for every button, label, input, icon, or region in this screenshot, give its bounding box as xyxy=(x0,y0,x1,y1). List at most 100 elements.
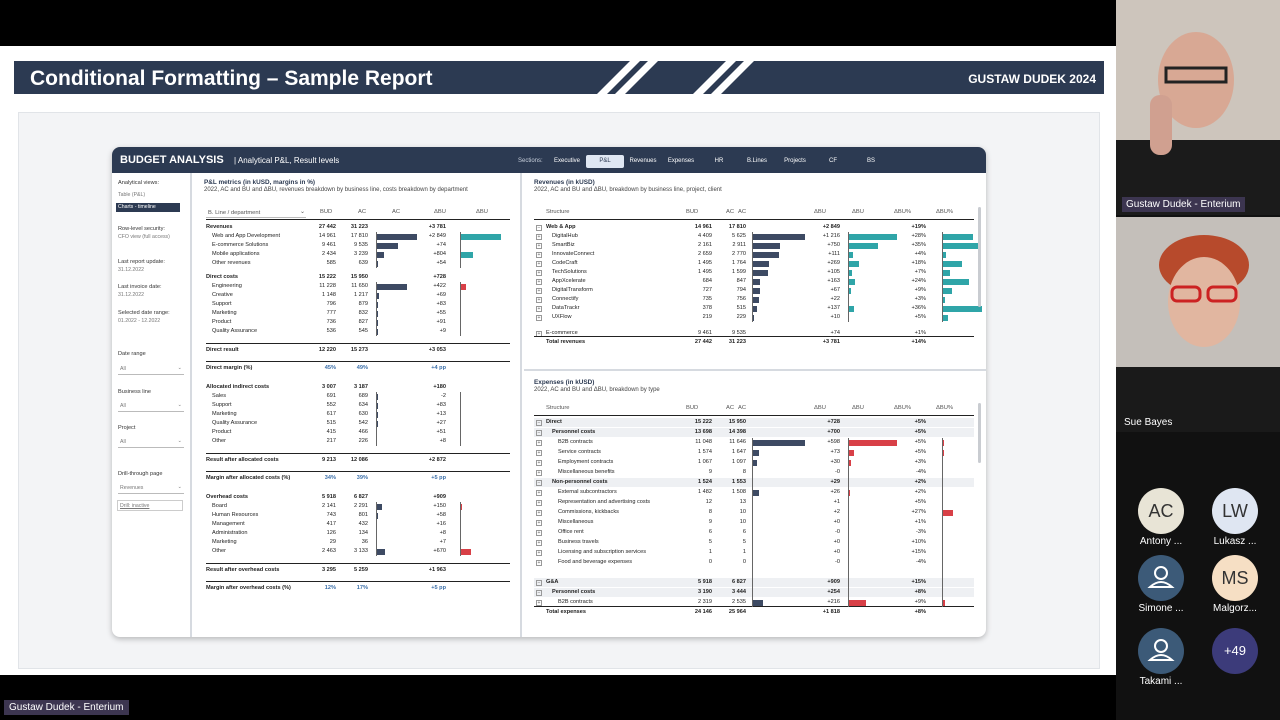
ac-value: 1 647 xyxy=(732,449,746,455)
bud-value: 12% xyxy=(324,585,336,591)
dbu-value: +4 pp xyxy=(431,365,446,371)
speaker-tag: Gustaw Dudek - Enterium xyxy=(4,700,129,715)
participant-avatar[interactable]: +49 xyxy=(1212,628,1258,674)
bud-value: 3 190 xyxy=(698,589,712,595)
ac-value: 3 187 xyxy=(354,384,368,390)
participant-avatar[interactable]: AC xyxy=(1138,488,1184,534)
expand-toggle-icon[interactable]: + xyxy=(536,233,542,240)
expand-toggle-icon[interactable]: + xyxy=(536,305,542,312)
tab-revenues[interactable]: Revenues xyxy=(629,158,657,164)
date-range-dropdown[interactable]: All xyxy=(118,365,184,375)
ac-bar xyxy=(376,319,379,326)
row-label: E-commerce xyxy=(546,330,578,336)
drill-through-dropdown[interactable]: Revenues xyxy=(118,484,184,494)
tab-cf[interactable]: CF xyxy=(829,158,837,164)
dbu-pct-bar xyxy=(942,599,945,606)
bline-dropdown[interactable]: B. Line / department xyxy=(208,210,261,216)
expand-toggle-icon[interactable]: + xyxy=(536,260,542,267)
revenues-scrollbar[interactable] xyxy=(978,207,981,307)
tab-expenses[interactable]: Expenses xyxy=(667,158,695,164)
tab-projects[interactable]: Projects xyxy=(784,158,806,164)
expand-toggle-icon[interactable]: − xyxy=(536,579,542,586)
expand-toggle-icon[interactable]: − xyxy=(536,479,542,486)
expand-toggle-icon[interactable]: + xyxy=(536,549,542,556)
expand-toggle-icon[interactable]: + xyxy=(536,278,542,285)
bud-value: 735 xyxy=(702,296,712,302)
expand-toggle-icon[interactable]: − xyxy=(536,589,542,596)
tab-bs[interactable]: BS xyxy=(866,158,875,164)
expand-toggle-icon[interactable]: + xyxy=(536,599,542,606)
expand-toggle-icon[interactable]: + xyxy=(536,529,542,536)
pnl-row: Direct costs 15 222 15 950 +728 xyxy=(206,273,516,282)
bud-value: 9 xyxy=(708,519,712,525)
ac-bar xyxy=(752,459,758,466)
bud-value: 796 xyxy=(326,301,336,307)
row-label: Creative xyxy=(212,292,233,298)
expand-toggle-icon[interactable]: + xyxy=(536,287,542,294)
col-ac-bar: AC xyxy=(392,209,401,215)
bud-value: 617 xyxy=(326,411,336,417)
tab-blines[interactable]: B.Lines xyxy=(746,158,767,164)
col-ac: AC xyxy=(358,209,367,215)
dbu-value: +909 xyxy=(433,494,446,500)
col-dbu: ΔBU xyxy=(434,209,446,215)
expand-toggle-icon[interactable]: + xyxy=(536,251,542,258)
business-line-dropdown[interactable]: All xyxy=(118,402,184,412)
expand-toggle-icon[interactable]: + xyxy=(536,314,542,321)
person-icon xyxy=(1147,639,1175,661)
dbu-bar xyxy=(848,269,853,276)
expand-toggle-icon[interactable]: + xyxy=(536,269,542,276)
expand-toggle-icon[interactable]: + xyxy=(536,559,542,566)
ac-value: 756 xyxy=(736,296,746,302)
expand-toggle-icon[interactable]: + xyxy=(536,539,542,546)
expenses-title: Expenses (in kUSD) xyxy=(534,379,595,386)
dbu-pct-value: +9% xyxy=(914,287,926,293)
expand-toggle-icon[interactable]: − xyxy=(536,429,542,436)
bar-axis xyxy=(942,232,943,322)
bar-axis xyxy=(848,232,849,322)
expand-toggle-icon[interactable]: + xyxy=(536,439,542,446)
row-separator xyxy=(534,336,974,337)
rev-row: Web & App 14 961 17 810 +2 849 +19% xyxy=(534,223,980,232)
dbu-value: +1 818 xyxy=(822,609,840,615)
exp-row: Total expenses 24 146 25 964 +1 818 +8% xyxy=(534,608,980,617)
col-dbu: ΔBU xyxy=(814,209,826,215)
expand-toggle-icon[interactable]: − xyxy=(536,419,542,426)
expand-toggle-icon[interactable]: + xyxy=(536,469,542,476)
bud-value: 2 161 xyxy=(698,242,712,248)
bud-value: 27 442 xyxy=(318,224,336,230)
expand-toggle-icon[interactable]: + xyxy=(536,509,542,516)
expand-toggle-icon[interactable]: + xyxy=(536,242,542,249)
row-label: Miscellaneous benefits xyxy=(558,469,615,475)
participant-name: Antony ... xyxy=(1139,536,1183,547)
participant-avatar[interactable] xyxy=(1138,628,1184,674)
drill-inactive-button[interactable]: Drill: inactive xyxy=(120,503,150,509)
expand-toggle-icon[interactable]: + xyxy=(536,499,542,506)
row-separator xyxy=(206,343,510,344)
pnl-row: Management 417 432 +16 xyxy=(206,520,516,529)
ac-bar xyxy=(752,449,760,456)
expand-toggle-icon[interactable]: + xyxy=(536,449,542,456)
participant-avatar[interactable]: LW xyxy=(1212,488,1258,534)
ac-bar xyxy=(752,269,768,276)
expenses-scrollbar[interactable] xyxy=(978,403,981,463)
expand-toggle-icon[interactable]: + xyxy=(536,459,542,466)
expand-toggle-icon[interactable]: − xyxy=(536,224,542,231)
tab-executive[interactable]: Executive xyxy=(553,158,580,164)
expand-toggle-icon[interactable]: + xyxy=(536,489,542,496)
col-ac-bar: AC xyxy=(738,405,747,411)
drill-through-label: Drill-through page xyxy=(118,471,163,477)
participant-avatar[interactable] xyxy=(1138,555,1184,601)
project-dropdown[interactable]: All xyxy=(118,438,184,448)
tab-p&l[interactable]: P&L xyxy=(586,155,624,168)
participant-avatar[interactable]: MS xyxy=(1212,555,1258,601)
row-label: B2B contracts xyxy=(558,599,593,605)
row-label: DigitalTransform xyxy=(552,287,593,293)
view-charts-button[interactable]: Charts - timeline xyxy=(118,204,156,210)
tab-hr[interactable]: HR xyxy=(714,158,724,164)
expand-toggle-icon[interactable]: + xyxy=(536,519,542,526)
view-table-button[interactable]: Table (P&L) xyxy=(118,192,146,198)
ac-value: 1 217 xyxy=(354,292,368,298)
row-label: Quality Assurance xyxy=(212,328,258,334)
expand-toggle-icon[interactable]: + xyxy=(536,296,542,303)
